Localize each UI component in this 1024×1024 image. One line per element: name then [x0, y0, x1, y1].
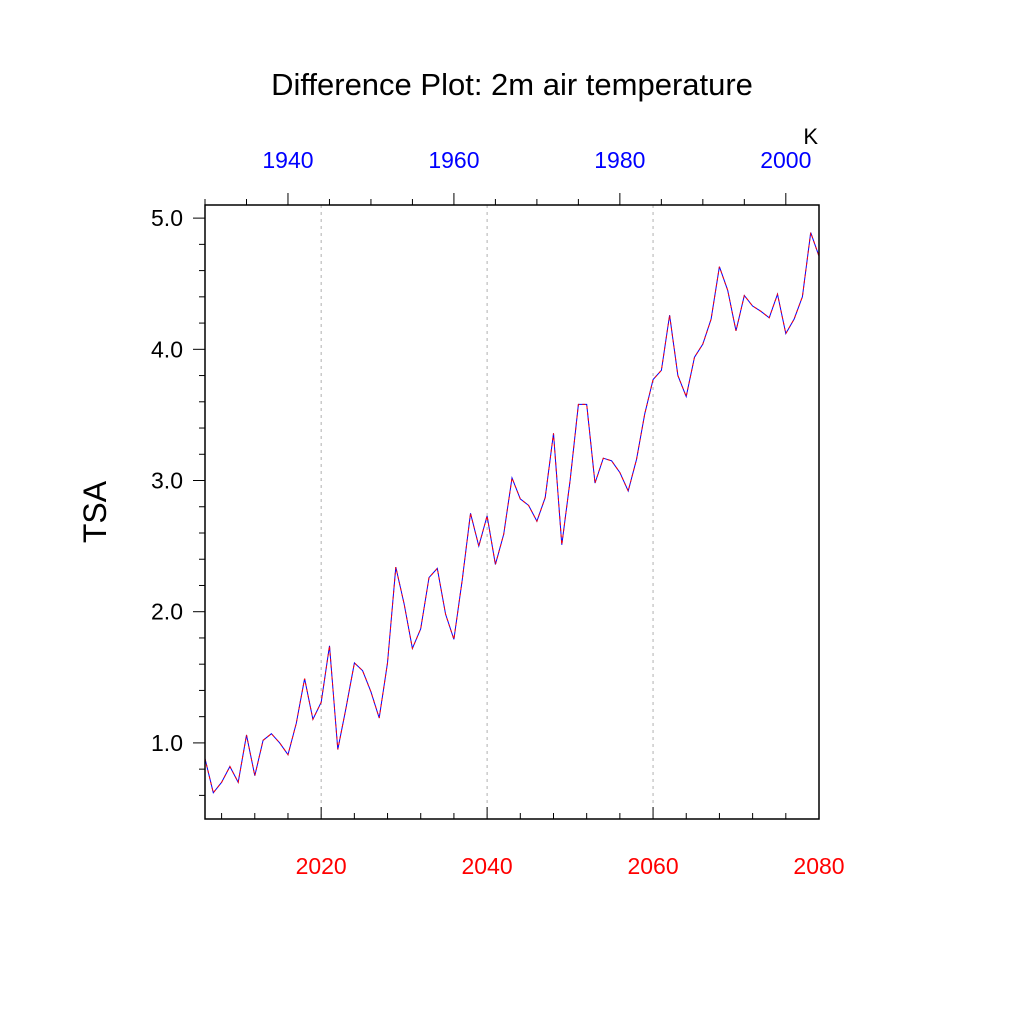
y-tick-label: 5.0 [151, 205, 183, 231]
x-top-tick-label: 2000 [760, 147, 811, 173]
chart-title: Difference Plot: 2m air temperature [271, 67, 753, 102]
x-top-tick-label: 1940 [262, 147, 313, 173]
x-bottom-tick-label: 2060 [627, 853, 678, 879]
y-tick-label: 4.0 [151, 336, 183, 362]
y-tick-label: 1.0 [151, 730, 183, 756]
axis-tick-labels: 1.0 2.0 3.0 4.0 5.0 2020 2040 2060 2080 1940 1960 1… [151, 147, 845, 879]
vertical-grid-lines [320, 205, 654, 819]
data-series [204, 232, 820, 794]
axis-ticks [193, 193, 820, 819]
x-top-tick-label: 1980 [594, 147, 645, 173]
y-tick-label: 2.0 [151, 599, 183, 625]
x-bottom-tick-label: 2040 [462, 853, 513, 879]
plot-frame [204, 204, 820, 820]
series-line-secondary [204, 232, 820, 794]
x-top-tick-label: 1960 [428, 147, 479, 173]
y-tick-label: 3.0 [151, 468, 183, 494]
x-bottom-tick-label: 2080 [793, 853, 844, 879]
series-line-primary [204, 232, 820, 794]
x-bottom-tick-label: 2020 [296, 853, 347, 879]
y-axis-label: TSA [77, 480, 113, 543]
units-label: K [803, 124, 818, 149]
